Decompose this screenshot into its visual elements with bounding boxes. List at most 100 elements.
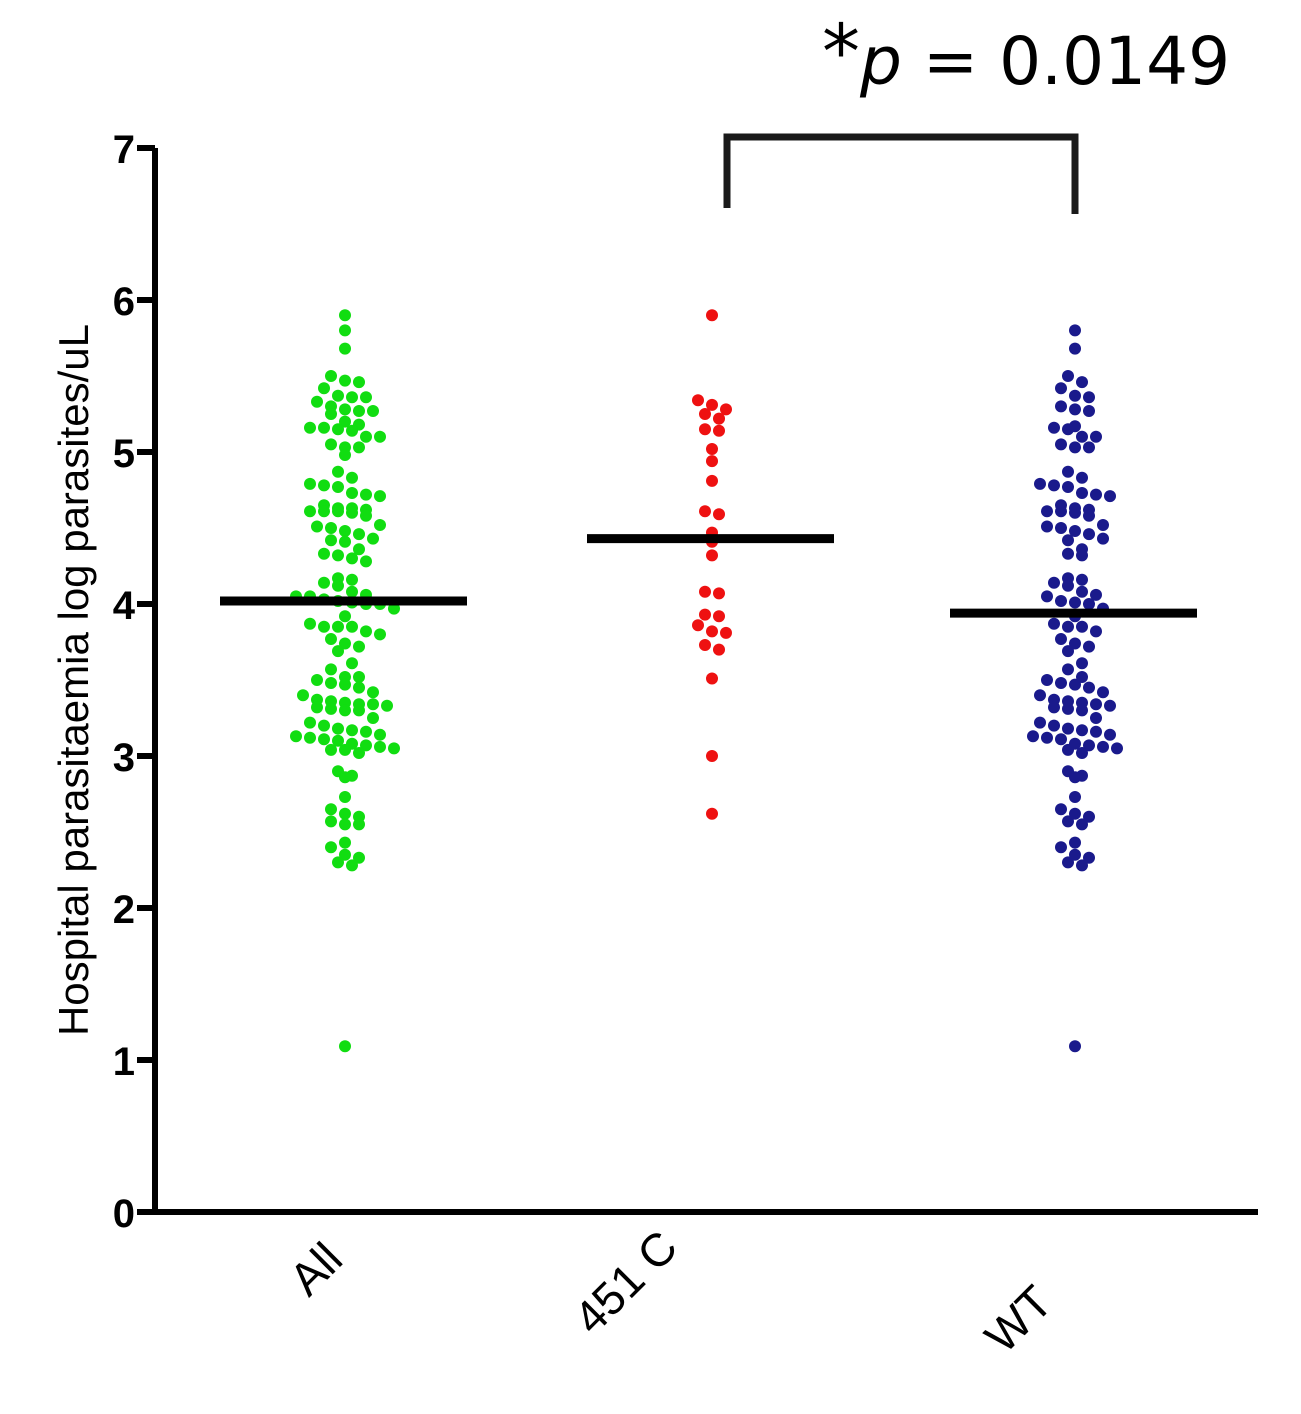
data-point bbox=[353, 376, 365, 389]
data-point bbox=[720, 626, 732, 639]
data-point bbox=[325, 663, 337, 676]
data-point bbox=[297, 689, 309, 702]
data-point bbox=[1090, 430, 1102, 443]
data-point bbox=[1055, 400, 1067, 413]
data-point bbox=[1062, 743, 1074, 756]
data-point bbox=[332, 579, 344, 592]
data-point bbox=[304, 716, 316, 729]
data-point bbox=[1069, 403, 1081, 416]
data-point bbox=[332, 856, 344, 869]
data-point bbox=[339, 309, 351, 322]
significance-bracket bbox=[723, 133, 1079, 214]
data-point bbox=[367, 532, 379, 545]
data-point bbox=[1076, 471, 1088, 484]
data-point bbox=[1062, 663, 1074, 676]
data-point bbox=[339, 610, 351, 623]
data-point bbox=[346, 859, 358, 872]
y-tick-label: 4 bbox=[113, 584, 136, 628]
data-point bbox=[1083, 739, 1095, 752]
median-lines bbox=[220, 534, 1197, 618]
data-point bbox=[1069, 1040, 1081, 1053]
data-point bbox=[1083, 640, 1095, 653]
data-point bbox=[1069, 791, 1081, 803]
data-point bbox=[1062, 423, 1074, 436]
data-point bbox=[699, 585, 711, 598]
data-point bbox=[388, 602, 400, 615]
data-point bbox=[360, 391, 372, 404]
data-point bbox=[325, 803, 337, 816]
data-points bbox=[290, 309, 1123, 1053]
p-value-symbol: p bbox=[859, 23, 902, 100]
data-point bbox=[1076, 724, 1088, 737]
data-point bbox=[1055, 438, 1067, 451]
data-point bbox=[1069, 807, 1081, 820]
data-point bbox=[1055, 595, 1067, 607]
data-point bbox=[1076, 818, 1088, 831]
data-point bbox=[353, 681, 365, 694]
data-point bbox=[353, 405, 365, 417]
data-point bbox=[699, 505, 711, 518]
data-point bbox=[1041, 520, 1053, 533]
data-point bbox=[353, 543, 365, 556]
data-point bbox=[339, 791, 351, 803]
data-point bbox=[339, 848, 351, 861]
data-point bbox=[1062, 856, 1074, 869]
data-point bbox=[332, 549, 344, 562]
data-point bbox=[339, 374, 351, 387]
data-point bbox=[332, 481, 344, 493]
data-point bbox=[332, 645, 344, 658]
data-point bbox=[1069, 848, 1081, 861]
data-point bbox=[1076, 376, 1088, 389]
data-point bbox=[1062, 547, 1074, 560]
data-point bbox=[360, 430, 372, 443]
data-point bbox=[1041, 505, 1053, 518]
data-point bbox=[325, 841, 337, 854]
data-point bbox=[706, 443, 718, 455]
data-point bbox=[339, 324, 351, 337]
data-point bbox=[1090, 698, 1102, 711]
data-point bbox=[1034, 689, 1046, 702]
y-axis-label: Hospital parasitaemia log parasites/uL bbox=[50, 324, 97, 1036]
data-point bbox=[1097, 519, 1109, 531]
data-point bbox=[325, 633, 337, 645]
y-tick-label: 1 bbox=[113, 1040, 135, 1084]
data-point bbox=[346, 657, 358, 670]
data-point bbox=[360, 555, 372, 568]
data-point bbox=[339, 807, 351, 820]
data-point bbox=[381, 699, 393, 712]
data-point bbox=[1090, 725, 1102, 738]
data-point bbox=[318, 547, 330, 560]
data-point bbox=[374, 628, 386, 641]
data-point bbox=[1069, 678, 1081, 691]
data-point bbox=[1062, 645, 1074, 658]
data-point bbox=[1055, 505, 1067, 518]
y-tick-label: 2 bbox=[113, 888, 135, 932]
data-point bbox=[332, 505, 344, 518]
data-point bbox=[325, 370, 337, 382]
data-point bbox=[706, 807, 718, 820]
data-point bbox=[353, 528, 365, 541]
data-point bbox=[318, 620, 330, 633]
data-point bbox=[1069, 525, 1081, 537]
data-point bbox=[1062, 534, 1074, 547]
data-point bbox=[1069, 637, 1081, 650]
data-point bbox=[353, 640, 365, 653]
data-point bbox=[318, 479, 330, 492]
data-point bbox=[1048, 479, 1060, 492]
data-point bbox=[1069, 342, 1081, 355]
y-tick-label: 6 bbox=[113, 280, 135, 324]
data-point bbox=[1062, 722, 1074, 735]
data-point bbox=[304, 731, 316, 744]
data-point bbox=[1048, 421, 1060, 434]
data-point bbox=[1069, 324, 1081, 337]
data-point bbox=[1034, 477, 1046, 490]
data-point bbox=[339, 743, 351, 756]
data-point bbox=[1083, 681, 1095, 694]
data-point bbox=[1062, 481, 1074, 493]
data-point bbox=[311, 701, 323, 714]
data-point bbox=[1076, 430, 1088, 443]
data-point bbox=[318, 421, 330, 434]
data-point bbox=[290, 730, 302, 743]
